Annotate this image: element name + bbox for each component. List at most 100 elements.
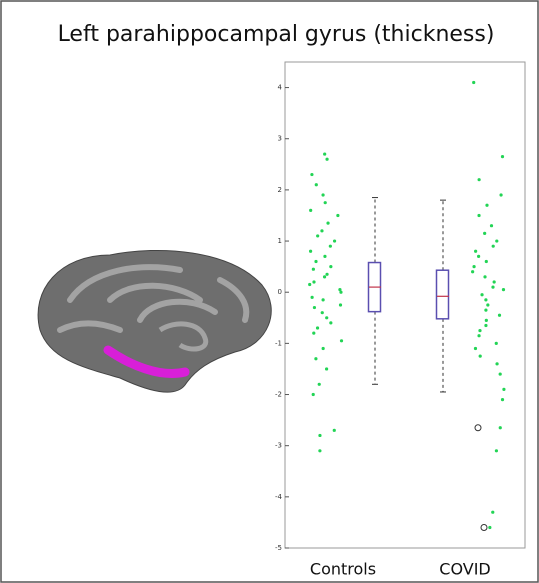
point [318,433,322,438]
point [491,510,495,514]
point [492,280,496,284]
point [324,367,329,371]
y-tick-label: 1 [278,237,282,245]
point [310,172,314,177]
y-tick-label: -4 [275,493,283,501]
point [320,311,324,315]
point [500,398,505,402]
point [318,449,322,453]
point [312,280,316,284]
box [435,269,450,320]
point [325,316,329,320]
point [485,203,489,207]
point [500,155,505,159]
point [338,303,343,307]
y-tick-label: -2 [275,391,282,399]
point [321,298,325,302]
point [326,221,330,225]
point [314,259,318,264]
point [477,334,481,338]
point [332,239,337,243]
point [323,254,327,258]
point [489,224,494,228]
point [477,254,481,258]
point [502,387,506,392]
point [494,449,499,453]
point [315,326,320,330]
y-tick-label: -5 [275,544,282,552]
point [314,183,318,187]
y-tick-label: -1 [275,339,282,347]
outlier [480,524,488,532]
point [329,265,333,269]
point [480,293,484,297]
point [309,208,313,212]
point [497,313,502,317]
point [477,213,481,218]
point [322,275,327,279]
point [495,239,499,243]
point [312,331,316,335]
y-tick-label: 2 [278,186,282,194]
point [483,275,487,279]
point [498,426,502,430]
point [329,321,333,325]
point [491,285,495,289]
point [484,323,488,328]
point [501,288,506,292]
chart-title: Left parahippocampal gyrus (thickness) [58,22,495,47]
y-tick-label: 4 [278,84,283,92]
point [484,308,488,312]
point [495,362,499,366]
point [472,80,476,85]
point [477,178,481,182]
point [338,288,342,292]
point [309,249,313,253]
point [491,244,495,248]
point [484,259,488,264]
x-tick-label: Controls [310,560,376,579]
point [339,339,344,343]
point [486,303,490,307]
point [488,525,492,530]
point [323,201,327,205]
outlier [474,424,482,432]
point [312,305,317,310]
point [311,267,315,271]
point [321,346,325,351]
point [484,318,488,322]
point [316,234,320,238]
point [499,193,503,197]
point [498,372,502,376]
x-tick-label: COVID [439,560,490,579]
brain-illustration [37,249,272,393]
point [494,341,498,345]
point [314,357,318,361]
point [471,270,475,274]
point [332,428,336,432]
point [317,382,321,386]
point [339,290,343,294]
point [474,249,478,253]
point [328,244,332,248]
y-tick-label: 3 [278,135,282,143]
point [325,272,329,276]
plot-area [284,61,526,549]
point [472,265,476,269]
point [310,295,314,299]
point [483,231,487,235]
point [321,193,325,197]
y-tick-label: 0 [278,288,282,296]
point [478,328,482,333]
point [308,282,312,287]
point [478,354,482,358]
point [311,392,315,397]
y-tick-label: -3 [275,442,282,450]
point [325,157,329,161]
point [336,213,340,218]
point [323,152,327,156]
point [473,346,478,351]
point [320,229,324,233]
